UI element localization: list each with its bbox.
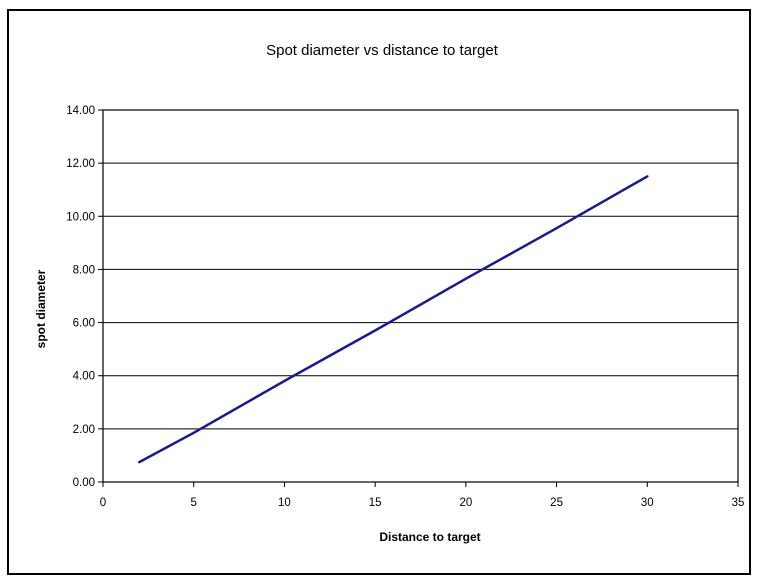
y-tick-label: 10.00 [66,211,95,223]
x-tick-label: 30 [641,497,654,509]
plot-area [102,109,739,483]
y-tick-label: 6.00 [73,318,95,330]
y-axis-label: spot diameter [34,269,48,348]
y-tick-label: 14.00 [66,105,95,117]
chart-title: Spot diameter vs distance to target [266,42,499,59]
x-tick-label: 10 [278,497,291,509]
x-tick-label: 35 [732,497,745,509]
x-tick-label: 15 [369,497,382,509]
x-tick-label: 5 [191,497,197,509]
y-tick-label: 2.00 [73,424,95,436]
x-axis-label: Distance to target [379,530,480,544]
series-line-0 [138,175,649,464]
y-tick-label: 12.00 [66,158,95,170]
series-layer [138,175,649,464]
y-tick-label: 0.00 [73,477,95,489]
x-tick-label: 25 [550,497,563,509]
y-tick-label: 8.00 [73,264,95,276]
x-tick-label: 0 [100,497,106,509]
line-chart: Spot diameter vs distance to target 0.00… [34,42,744,544]
chart-frame: Spot diameter vs distance to target 0.00… [7,9,751,575]
y-tick-label: 4.00 [73,371,95,383]
axis-ticks: 0.00 2.00 4.00 6.00 8.00 10.00 12.00 14.00 0 5 10 1… [66,105,744,509]
x-tick-label: 20 [459,497,472,509]
gridlines [103,162,738,430]
